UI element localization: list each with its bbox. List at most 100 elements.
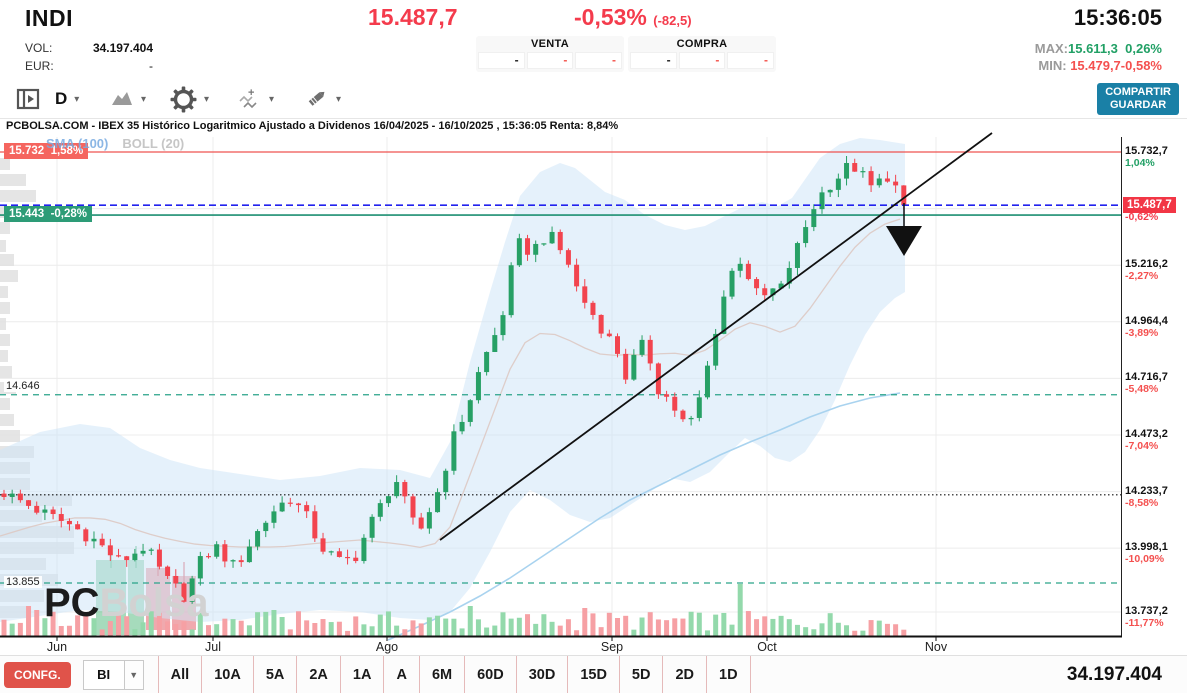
clock: 15:36:05 <box>1073 5 1162 30</box>
x-axis-month-nov: Nov <box>924 640 948 654</box>
range-button-1d[interactable]: 1D <box>707 656 751 693</box>
y-axis-tick-7: 13.998,1 -10,09% <box>1125 541 1185 565</box>
vol-label: VOL: <box>25 41 53 55</box>
chart-title: PCBOLSA.COM - IBEX 35 Histórico Logaritm… <box>6 120 619 132</box>
volume-row: VOL: 34.197.404 <box>25 41 153 55</box>
pcbolsa-watermark: PCBolsa <box>44 583 209 623</box>
interval-selector[interactable]: D ▾ <box>55 85 79 113</box>
range-button-2a[interactable]: 2A <box>297 656 341 693</box>
range-button-6m[interactable]: 6M <box>420 656 466 693</box>
tick-value: 14.473,2 <box>1125 427 1168 440</box>
tick-value: 13.998,1 <box>1125 541 1168 554</box>
legend-boll-20-: BOLL (20) <box>122 136 185 151</box>
current-price-badge: 15.487,7 <box>1123 197 1176 214</box>
volume-readout: 34.197.404 <box>1066 664 1162 685</box>
venta-cell-2: - <box>575 52 623 69</box>
max-row: MAX:15.611,3 0,26% <box>1035 41 1162 56</box>
y-axis-tick-2: 15.216,2 -2,27% <box>1125 258 1185 282</box>
range-button-15d[interactable]: 15D <box>568 656 620 693</box>
change-absolute: (-82,5) <box>653 13 692 28</box>
tick-value: 13.737,2 <box>1125 604 1168 617</box>
min-percent: -0,58% <box>1120 58 1162 73</box>
x-axis-month-jun: Jun <box>46 640 68 654</box>
left-level-label-0: 14.646 <box>4 379 42 392</box>
venta-cell-1: - <box>526 52 574 69</box>
tick-value: 14.964,4 <box>1125 314 1168 327</box>
tick-percent: -5,48% <box>1125 383 1159 396</box>
header: INDI VOL: 34.197.404 EUR: - 15.487,7 -0,53… <box>0 0 1187 80</box>
y-axis-tick-8: 13.737,2 -11,77% <box>1125 605 1185 629</box>
x-axis-month-sep: Sep <box>600 640 624 654</box>
add-indicator-button[interactable]: + ▾ <box>238 85 274 113</box>
y-axis-tick-5: 14.473,2 -7,04% <box>1125 428 1185 452</box>
bottom-bar: CONFG. BI ▼ All 10A 5A 2A 1A A 6M 60D 30D 15D 5D 2D… <box>0 655 1187 693</box>
chevron-down-icon: ▾ <box>141 93 147 105</box>
panel-toggle-button[interactable] <box>16 85 40 113</box>
y-axis-tick-0: 15.732,7 1,04% <box>1125 145 1185 169</box>
symbol-name: INDI <box>25 5 73 31</box>
chevron-down-icon: ▾ <box>74 93 80 105</box>
chevron-down-icon: ▼ <box>123 661 143 689</box>
chart-type-button[interactable]: ▾ <box>110 85 146 113</box>
eur-value: - <box>149 59 153 73</box>
svg-text:+: + <box>248 87 254 99</box>
price-change: -0,53% (-82,5) <box>574 4 692 31</box>
range-button-10a[interactable]: 10A <box>202 656 254 693</box>
config-button[interactable]: CONFG. <box>4 662 71 688</box>
tick-value: 15.732,7 <box>1125 145 1168 157</box>
range-button-1a[interactable]: 1A <box>341 656 385 693</box>
max-percent: 0,26% <box>1125 41 1162 56</box>
range-button-a[interactable]: A <box>384 656 420 693</box>
chevron-down-icon: ▾ <box>269 93 275 105</box>
y-axis-tick-6: 14.233,7 -8,58% <box>1125 485 1185 509</box>
compra-cell-2: - <box>727 52 775 69</box>
range-button-30d[interactable]: 30D <box>517 656 569 693</box>
x-axis-month-jul: Jul <box>205 640 221 654</box>
range-button-2d[interactable]: 2D <box>663 656 708 693</box>
min-label: MIN: <box>1038 58 1067 73</box>
range-button-5a[interactable]: 5A <box>254 656 298 693</box>
add-indicator-icon: + <box>239 87 257 109</box>
legend-sma-100-: SMA (100) <box>46 136 109 151</box>
range-button-60d[interactable]: 60D <box>465 656 517 693</box>
range-button-5d[interactable]: 5D <box>620 656 664 693</box>
y-axis-tick-3: 14.964,4 -3,89% <box>1125 315 1185 339</box>
area-chart-icon <box>112 92 132 105</box>
last-price: 15.487,7 <box>368 4 458 30</box>
eur-row: EUR: - <box>25 59 153 73</box>
panel-toggle-icon <box>16 88 40 110</box>
x-axis-month-ago: Ago <box>375 640 399 654</box>
save-label: GUARDAR <box>1109 99 1167 111</box>
settings-button[interactable]: ▾ <box>170 85 209 113</box>
x-axis-month-oct: Oct <box>757 640 777 654</box>
watermark-bolsa: Bolsa <box>99 581 209 625</box>
chevron-down-icon: ▾ <box>204 93 210 105</box>
chart-toolbar: D ▾ ▾ <box>0 80 1187 119</box>
chart-style-dropdown[interactable]: BI ▼ <box>82 660 144 690</box>
eur-label: EUR: <box>25 59 54 73</box>
share-save-button[interactable]: COMPARTIR GUARDAR <box>1097 83 1179 115</box>
watermark-pc: PC <box>44 581 100 625</box>
share-label: COMPARTIR <box>1105 86 1171 98</box>
indicator-legend: SMA (100) BOLL (20) <box>46 136 198 151</box>
range-selector: All 10A 5A 2A 1A A 6M 60D 30D 15D 5D 2D 1D <box>157 656 751 693</box>
min-row: MIN: 15.479,7-0,58% <box>1038 58 1162 73</box>
compra-cell-0: - <box>630 52 677 69</box>
compra-cell-1: - <box>678 52 726 69</box>
venta-cell-0: - <box>478 52 525 69</box>
chevron-down-icon: ▾ <box>336 93 342 105</box>
draw-tools-button[interactable]: ▾ <box>303 85 341 113</box>
tick-percent: 1,04% <box>1125 157 1155 169</box>
venta-panel: VENTA --- <box>476 36 624 72</box>
tick-percent: -2,27% <box>1125 270 1159 283</box>
venta-label: VENTA <box>531 38 569 50</box>
tick-percent: -11,77% <box>1125 616 1164 629</box>
compra-label: COMPRA <box>676 38 728 50</box>
min-value: 15.479,7 <box>1070 58 1121 73</box>
range-button-all[interactable]: All <box>157 656 203 693</box>
gear-icon <box>170 86 197 112</box>
tick-percent: -8,58% <box>1125 496 1159 509</box>
pencil-icon <box>308 91 325 106</box>
left-level-label-1: 13.855 <box>4 576 42 588</box>
